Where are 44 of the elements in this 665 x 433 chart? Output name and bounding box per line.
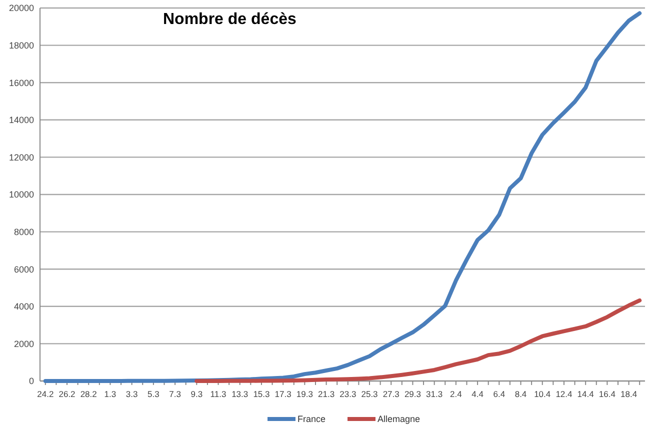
x-tick-label: 24.2 (37, 389, 54, 399)
y-tick-label: 18000 (8, 40, 34, 50)
x-tick-label: 23.3 (340, 389, 356, 399)
x-tick-label: 11.3 (210, 389, 226, 399)
x-tick-label: 27.3 (382, 389, 400, 399)
x-tick-label: 2.4 (450, 389, 462, 399)
y-tick-label: 6000 (14, 264, 34, 274)
y-tick-label: 14000 (8, 115, 34, 126)
x-tick-label: 4.4 (472, 389, 484, 399)
x-tick-label: 28.2 (80, 389, 98, 399)
x-tick-label: 29.3 (404, 389, 422, 399)
x-tick-label: 9.3 (190, 389, 203, 399)
x-tick-label: 7.3 (169, 389, 182, 399)
x-tick-label: 3.3 (126, 389, 138, 399)
y-tick-label: 2000 (14, 338, 34, 349)
x-tick-label: 19.3 (296, 389, 314, 399)
x-tick-label: 25.3 (361, 389, 378, 399)
x-tick-label: 21.3 (318, 389, 335, 399)
x-tick-label: 12.4 (556, 389, 573, 399)
y-tick-label: 10000 (8, 190, 34, 200)
x-tick-label: 6.4 (493, 389, 506, 399)
x-tick-label: 10.4 (534, 389, 551, 399)
y-tick-label: 8000 (14, 226, 34, 237)
chart-title: Nombre de décès (163, 11, 296, 28)
x-tick-label: 8.4 (514, 389, 527, 399)
x-tick-label: 17.3 (274, 389, 292, 399)
legend-label: Allemagne (378, 414, 420, 424)
y-tick-label: 12000 (8, 152, 34, 162)
y-tick-label: 16000 (8, 78, 34, 88)
line-series (194, 298, 642, 383)
x-tick-label: 5.3 (148, 389, 160, 399)
x-tick-label: 26.2 (58, 389, 76, 399)
line-series (43, 11, 642, 383)
x-tick-label: 31.3 (426, 389, 443, 399)
y-tick-label: 0 (28, 376, 34, 386)
legend-label: France (298, 414, 326, 424)
y-tick-label: 4000 (14, 302, 34, 312)
x-tick-label: 18.4 (620, 389, 638, 399)
y-tick-label: 20000 (8, 3, 34, 14)
x-tick-label: 15.3 (253, 389, 270, 399)
x-tick-label: 16.4 (598, 389, 616, 399)
x-tick-label: 13.3 (232, 389, 248, 399)
x-tick-label: 1.3 (104, 389, 116, 399)
x-tick-label: 14.4 (577, 389, 594, 399)
